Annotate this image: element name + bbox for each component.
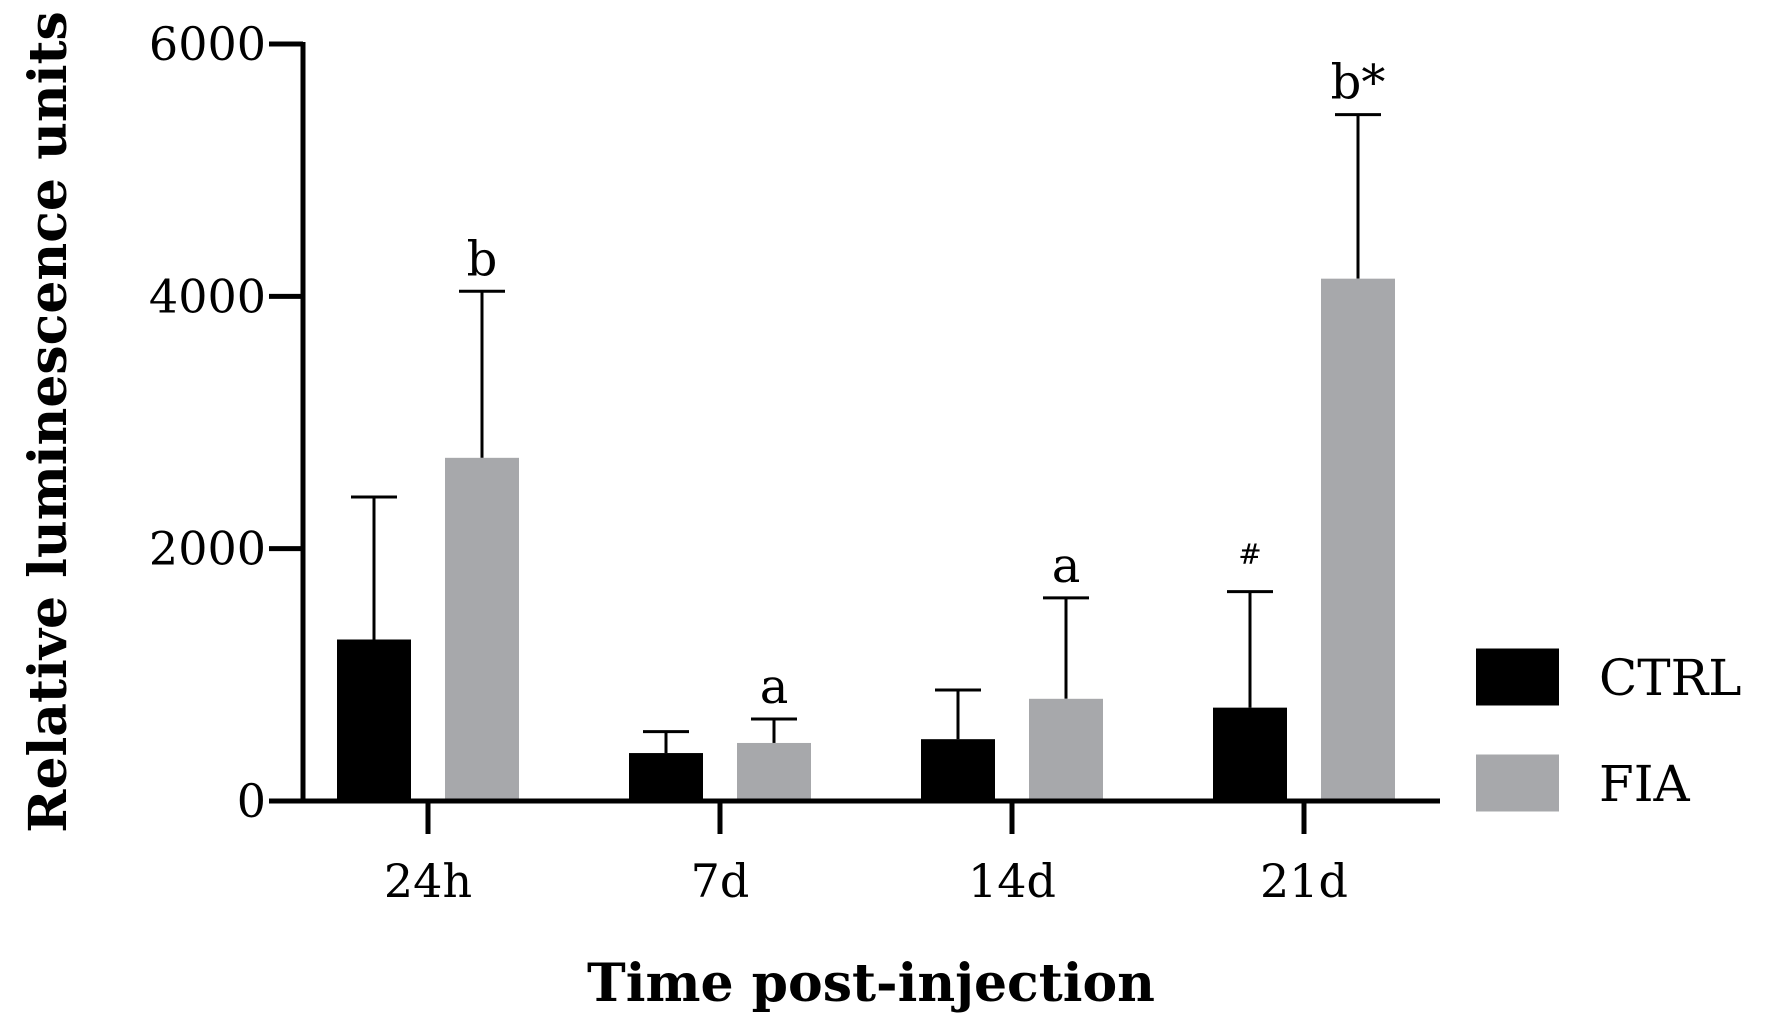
legend-swatch-ctrl <box>1476 648 1559 706</box>
legend-label-fia: FIA <box>1599 755 1690 813</box>
y-tick-label-4000: 4000 <box>149 269 266 323</box>
x-tick-label-7d: 7d <box>691 854 750 908</box>
bar-fia-24h <box>445 457 519 801</box>
bar-fia-7d <box>737 742 811 801</box>
legend-label-ctrl: CTRL <box>1599 649 1741 707</box>
x-tick-label-21d: 21d <box>1260 854 1348 908</box>
annotation-fia-14d: a <box>1052 538 1081 594</box>
bar-ctrl-21d <box>1213 707 1287 801</box>
legend: CTRL FIA <box>1476 648 1741 813</box>
bar-fia-21d <box>1321 278 1395 801</box>
plot-area: # b a a b* 0 2000 4000 6000 24h 7d 14d 21d <box>149 17 1440 908</box>
bar-ctrl-14d <box>921 739 995 801</box>
annotation-fia-24h: b <box>467 231 498 287</box>
x-axis-title: Time post-injection <box>587 953 1155 1014</box>
annotation-fia-7d: a <box>760 659 789 715</box>
x-tick-label-14d: 14d <box>968 854 1056 908</box>
bar-ctrl-24h <box>337 639 411 801</box>
annotation-ctrl-21d: # <box>1238 538 1261 571</box>
annotation-fia-21d: b* <box>1331 55 1386 111</box>
y-tick-label-0: 0 <box>237 774 266 828</box>
bar-ctrl-7d <box>629 753 703 801</box>
y-tick-label-2000: 2000 <box>149 522 266 576</box>
bar-fia-14d <box>1029 698 1103 801</box>
legend-swatch-fia <box>1476 754 1559 812</box>
x-tick-label-24h: 24h <box>384 854 472 908</box>
y-axis-title: Relative luminescence units <box>18 11 79 833</box>
y-tick-label-6000: 6000 <box>149 17 266 71</box>
